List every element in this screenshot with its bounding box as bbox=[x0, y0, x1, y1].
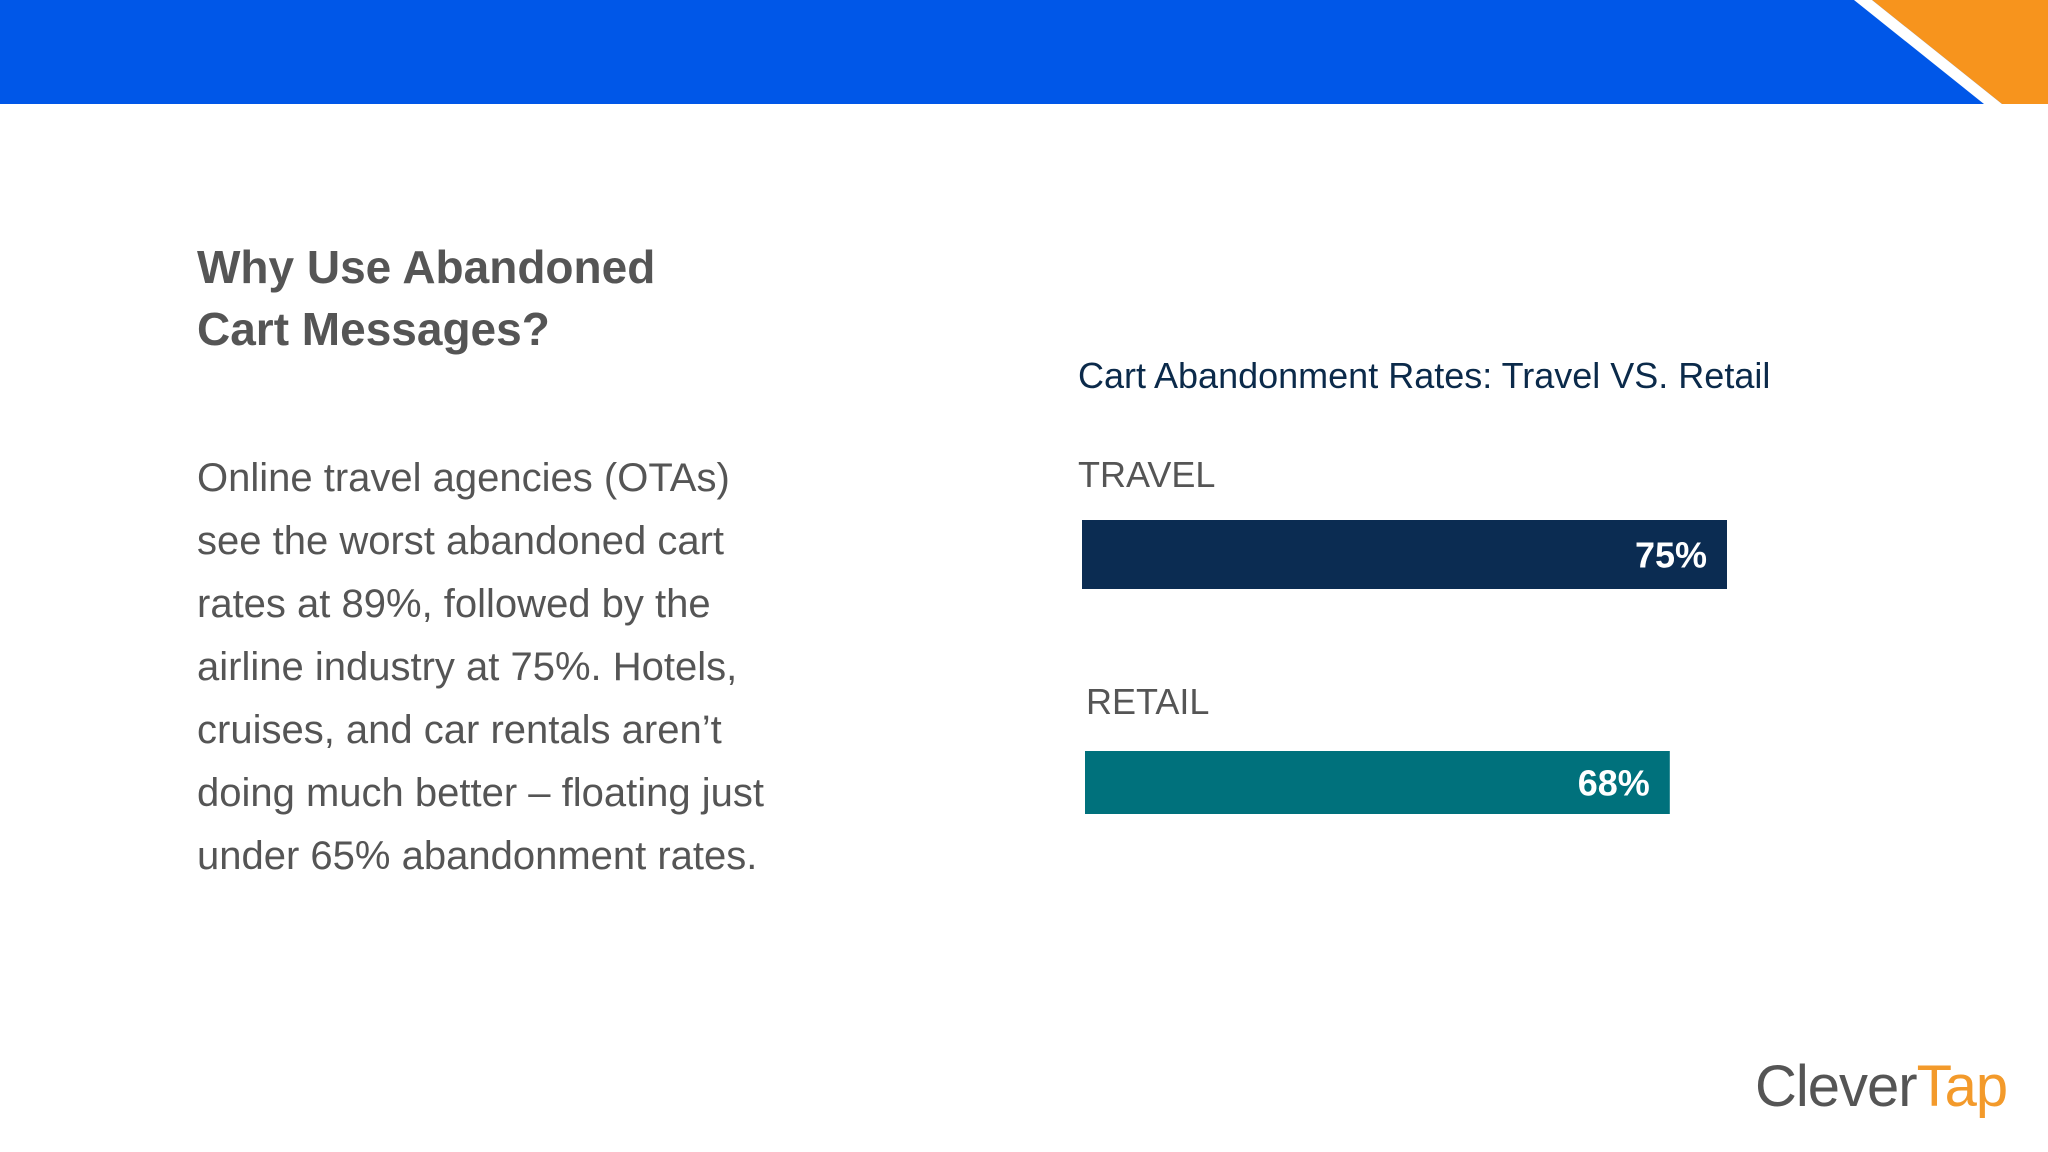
chart-title: Cart Abandonment Rates: Travel VS. Retai… bbox=[1078, 355, 1771, 396]
body-line: doing much better – floating just bbox=[197, 771, 765, 815]
body-line: Online travel agencies (OTAs) bbox=[197, 456, 730, 500]
logo-text-tap: Tap bbox=[1916, 1054, 2009, 1119]
category-label-travel: TRAVEL bbox=[1078, 454, 1215, 495]
body-line: airline industry at 75%. Hotels, bbox=[197, 645, 738, 689]
slide-heading: Why Use Abandoned Cart Messages? bbox=[197, 236, 837, 360]
banner-blue-band bbox=[0, 0, 2048, 104]
bar-travel bbox=[1082, 520, 1727, 589]
value-label-travel: 75% bbox=[1635, 535, 1707, 576]
value-label-retail: 68% bbox=[1578, 763, 1650, 804]
body-line: rates at 89%, followed by the bbox=[197, 582, 711, 626]
slide-heading-line-1: Why Use Abandoned bbox=[197, 241, 656, 293]
banner-orange-accent bbox=[1872, 0, 2048, 104]
body-line: cruises, and car rentals aren’t bbox=[197, 708, 722, 752]
banner-white-divider bbox=[1854, 0, 2002, 104]
body-line: see the worst abandoned cart bbox=[197, 519, 725, 563]
category-label-retail: RETAIL bbox=[1086, 681, 1209, 722]
bar-retail bbox=[1085, 751, 1670, 814]
top-banner bbox=[0, 0, 2048, 104]
clevertap-logo: CleverTap bbox=[1755, 1052, 2009, 1122]
body-paragraph: Online travel agencies (OTAs) see the wo… bbox=[197, 447, 897, 888]
logo-text-clever: Clever bbox=[1755, 1054, 1918, 1119]
slide-heading-line-2: Cart Messages? bbox=[197, 303, 550, 355]
body-line: under 65% abandonment rates. bbox=[197, 834, 758, 878]
